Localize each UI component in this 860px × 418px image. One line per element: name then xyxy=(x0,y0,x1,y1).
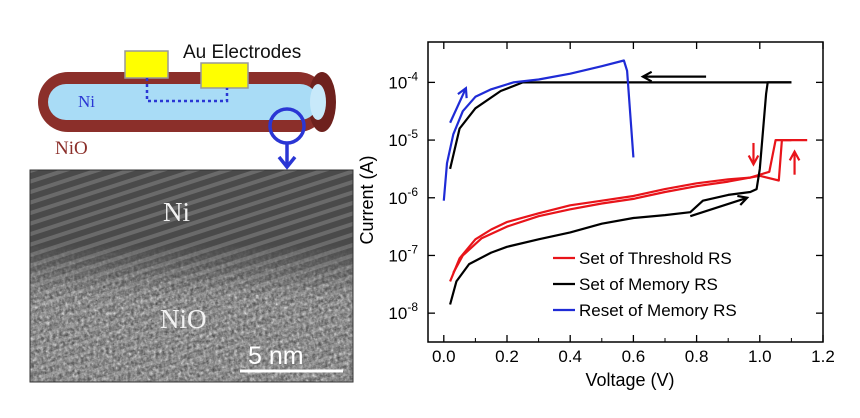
series-line-1 xyxy=(452,139,792,274)
arrow-set-head xyxy=(737,194,750,206)
series-line-4 xyxy=(442,59,635,201)
arrow-blue-head xyxy=(457,86,468,99)
chart-legend: Set of Threshold RS Set of Memory RS Reset… xyxy=(553,249,737,320)
y-tick-label: 10-6 xyxy=(388,185,418,208)
x-tick-label: 0.2 xyxy=(495,347,519,366)
y-axis-label: Current (A) xyxy=(357,155,377,244)
legend-label-2: Reset of Memory RS xyxy=(579,301,737,320)
ni-core-end xyxy=(310,84,326,120)
arrow-blue-shaft xyxy=(449,87,467,124)
ni-label: Ni xyxy=(78,92,95,111)
iv-chart: 0.0 0.2 0.4 0.6 0.8 1.0 1.2 10-8 10-7 10-6 10-5 10-… xyxy=(357,41,835,390)
ni-core xyxy=(48,84,318,120)
x-axis-label: Voltage (V) xyxy=(585,370,674,390)
tem-nio-label: NiO xyxy=(160,304,207,334)
y-tick-label: 10-7 xyxy=(388,242,418,265)
y-tick-label: 10-4 xyxy=(388,69,418,92)
tem-image xyxy=(29,169,354,383)
nanowire xyxy=(38,72,336,132)
x-tick-label: 0.0 xyxy=(432,347,456,366)
legend-label-1: Set of Memory RS xyxy=(579,275,718,294)
electrode-left xyxy=(124,50,169,79)
chart-arrows xyxy=(449,70,801,218)
device-diagram: Au Electrodes Ni NiO Ni NiO 5 nm xyxy=(29,42,354,383)
x-tick-label: 0.8 xyxy=(685,347,709,366)
series-line-0 xyxy=(449,139,808,282)
current-path xyxy=(145,78,229,103)
series-line-3 xyxy=(449,81,792,170)
y-tick-label: 10-8 xyxy=(388,300,418,323)
x-tick-label: 1.2 xyxy=(811,347,835,366)
electrode-right xyxy=(200,62,249,89)
arrow-red-up-head xyxy=(788,149,801,161)
tem-ni-label: Ni xyxy=(163,197,190,227)
y-tick-label: 10-5 xyxy=(388,127,418,150)
zoom-arrow-head xyxy=(277,155,297,170)
nio-label: NiO xyxy=(55,138,88,159)
arrow-set-shaft xyxy=(689,196,748,218)
arrow-reverse-head xyxy=(640,70,653,83)
series-line-2 xyxy=(449,81,792,305)
legend-label-0: Set of Threshold RS xyxy=(579,249,732,268)
scale-bar-label: 5 nm xyxy=(248,342,304,370)
plot-frame xyxy=(427,41,824,343)
chart-axes: 0.0 0.2 0.4 0.6 0.8 1.0 1.2 10-8 10-7 10-6 10-5 10-… xyxy=(388,41,835,366)
x-tick-label: 0.6 xyxy=(622,347,646,366)
electrode-label: Au Electrodes xyxy=(183,42,301,63)
chart-series xyxy=(442,59,808,305)
x-tick-label: 0.4 xyxy=(558,347,582,366)
arrow-red-down-head xyxy=(747,155,760,167)
x-tick-label: 1.0 xyxy=(748,347,772,366)
